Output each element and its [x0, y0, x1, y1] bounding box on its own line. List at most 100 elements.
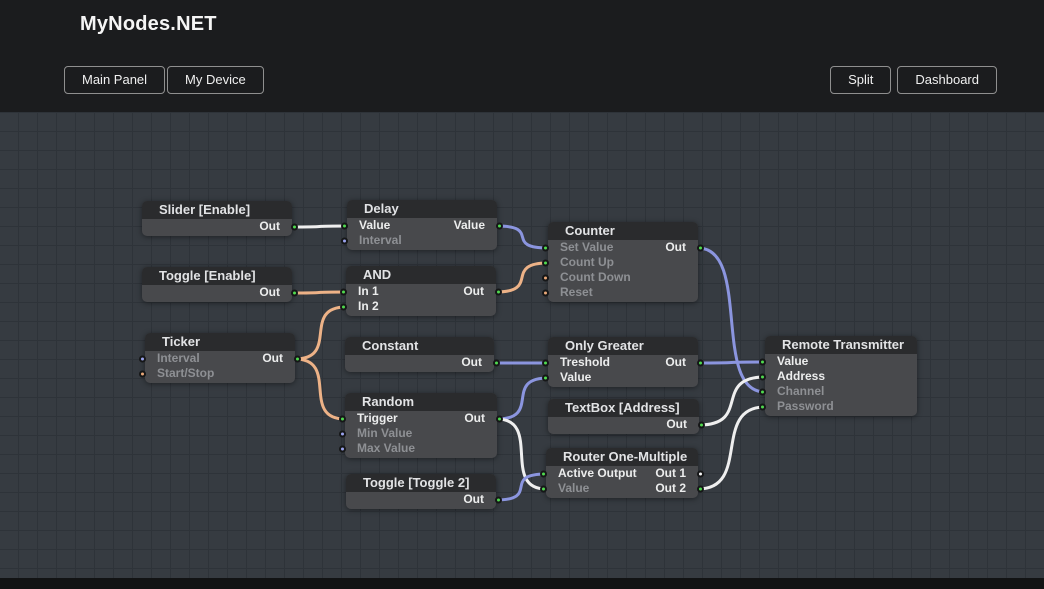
in-port-green-dot[interactable]	[759, 388, 766, 395]
in-port-trigger-dot[interactable]	[542, 289, 549, 296]
in-port-green-dot[interactable]	[542, 374, 549, 381]
node-title[interactable]: Counter	[548, 222, 698, 240]
in-port-trigger-dot[interactable]	[139, 370, 146, 377]
in-port-value-dot[interactable]	[339, 445, 346, 452]
in-port-green-dot[interactable]	[759, 403, 766, 410]
wire-ticker-to-random[interactable]	[293, 357, 347, 421]
out-port-green-dot[interactable]	[697, 359, 704, 366]
node-title[interactable]: Router One-Multiple	[546, 448, 698, 466]
node-title[interactable]: TextBox [Address]	[548, 399, 699, 417]
out-port-green-dot[interactable]	[698, 421, 705, 428]
node-row: Address	[759, 369, 917, 384]
node-row: Interval Out	[139, 351, 301, 366]
out-port-green-dot[interactable]	[495, 496, 502, 503]
out-port-green-dot[interactable]	[294, 355, 301, 362]
out-port-label: Out	[666, 417, 687, 431]
node-title[interactable]: Random	[345, 393, 497, 411]
node-textbox_address[interactable]: TextBox [Address] Out	[548, 399, 705, 434]
node-only_greater[interactable]: Only Greater Treshold Out Value	[542, 337, 704, 387]
node-router[interactable]: Router One-Multiple Active Output Out 1 Val…	[540, 448, 704, 498]
out-port-label: Out	[461, 355, 482, 369]
wire-counter-to-remote_transmitter[interactable]	[696, 246, 767, 394]
node-title[interactable]: Toggle [Toggle 2]	[346, 474, 496, 492]
node-toggle_enable[interactable]: Toggle [Enable] Out	[142, 267, 298, 302]
out-port-label: Out	[665, 355, 686, 369]
wire-and-to-counter[interactable]	[494, 261, 550, 294]
wire-textbox_address-to-remote_transmitter[interactable]	[697, 375, 767, 427]
node-title[interactable]: Constant	[345, 337, 494, 355]
node-title[interactable]: AND	[346, 266, 496, 284]
wire-slider_enable-to-delay[interactable]	[290, 224, 349, 229]
in-port-green-dot[interactable]	[540, 470, 547, 477]
node-ticker[interactable]: Ticker Interval Out Start/Stop	[139, 333, 301, 383]
wire-toggle_2-to-router[interactable]	[494, 472, 548, 502]
out-port-green-dot[interactable]	[697, 244, 704, 251]
in-port-green-dot[interactable]	[341, 222, 348, 229]
out-port-green-dot[interactable]	[291, 223, 298, 230]
out-port-label: Out	[262, 351, 283, 365]
in-port-green-dot[interactable]	[759, 373, 766, 380]
in-port-value-dot[interactable]	[339, 430, 346, 437]
in-port-value-dot[interactable]	[341, 237, 348, 244]
wire-random-to-router[interactable]	[495, 417, 548, 491]
in-port-green-dot[interactable]	[540, 485, 547, 492]
node-and[interactable]: AND In 1 Out In 2	[340, 266, 502, 316]
out-port-green-dot[interactable]	[496, 222, 503, 229]
out-port-label: Out	[463, 492, 484, 506]
in-port-label: Reset	[560, 285, 593, 299]
in-port-green-dot[interactable]	[340, 303, 347, 310]
in-port-green-dot[interactable]	[542, 244, 549, 251]
out-port-green-dot[interactable]	[496, 415, 503, 422]
node-title[interactable]: Only Greater	[548, 337, 698, 355]
bottom-strip	[0, 578, 1044, 589]
out-port-green-dot[interactable]	[495, 288, 502, 295]
in-port-green-dot[interactable]	[542, 359, 549, 366]
in-port-label: Password	[777, 399, 834, 413]
in-port-green-dot[interactable]	[759, 358, 766, 365]
wire-random-to-only_greater[interactable]	[495, 376, 550, 421]
in-port-label: Active Output	[558, 466, 637, 480]
node-row: Max Value	[339, 441, 497, 456]
out-port-green-dot[interactable]	[697, 485, 704, 492]
split-button[interactable]: Split	[830, 66, 892, 94]
in-port-label: Set Value	[560, 240, 614, 254]
node-toggle_2[interactable]: Toggle [Toggle 2] Out	[346, 474, 502, 509]
node-title[interactable]: Toggle [Enable]	[142, 267, 292, 285]
node-title[interactable]: Ticker	[145, 333, 295, 351]
wire-toggle_enable-to-and[interactable]	[290, 290, 348, 295]
dashboard-button[interactable]: Dashboard	[897, 66, 997, 94]
out-port-label: Out	[259, 219, 280, 233]
node-counter[interactable]: Counter Set Value Out Count Up Count Down Res…	[542, 222, 704, 302]
wire-ticker-to-and[interactable]	[293, 305, 348, 361]
tab-main-panel[interactable]: Main Panel	[64, 66, 166, 94]
wire-router-to-remote_transmitter[interactable]	[696, 405, 767, 491]
node-title[interactable]: Remote Transmitter	[765, 336, 917, 354]
tab-my-device[interactable]: My Device	[167, 66, 264, 94]
in-port-green-dot[interactable]	[339, 415, 346, 422]
in-port-trigger-dot[interactable]	[542, 274, 549, 281]
node-row: Start/Stop	[139, 366, 295, 381]
node-delay[interactable]: Delay Value Value Interval	[341, 200, 503, 250]
out-port-free-dot[interactable]	[697, 470, 704, 477]
out-port-green-dot[interactable]	[291, 289, 298, 296]
out-port-label: Out	[665, 240, 686, 254]
in-port-green-dot[interactable]	[542, 259, 549, 266]
node-remote_transmitter[interactable]: Remote Transmitter Value Address Channel Pas…	[759, 336, 917, 416]
node-row: In 1 Out	[340, 284, 502, 299]
in-port-label: Trigger	[357, 411, 398, 425]
in-port-value-dot[interactable]	[139, 355, 146, 362]
node-row: Value	[759, 354, 917, 369]
wire-delay-to-counter[interactable]	[495, 224, 550, 250]
node-row: In 2	[340, 299, 496, 314]
in-port-green-dot[interactable]	[340, 288, 347, 295]
node-title[interactable]: Slider [Enable]	[142, 201, 292, 219]
node-constant[interactable]: Constant Out	[345, 337, 500, 372]
in-port-label: Channel	[777, 384, 825, 398]
wire-only_greater-to-remote_transmitter[interactable]	[696, 360, 767, 365]
out-port-label: Out	[463, 284, 484, 298]
node-title[interactable]: Delay	[347, 200, 497, 218]
node-slider_enable[interactable]: Slider [Enable] Out	[142, 201, 298, 236]
out-port-green-dot[interactable]	[493, 359, 500, 366]
in-port-label: Count Up	[560, 255, 614, 269]
node-random[interactable]: Random Trigger Out Min Value Max Value	[339, 393, 503, 458]
